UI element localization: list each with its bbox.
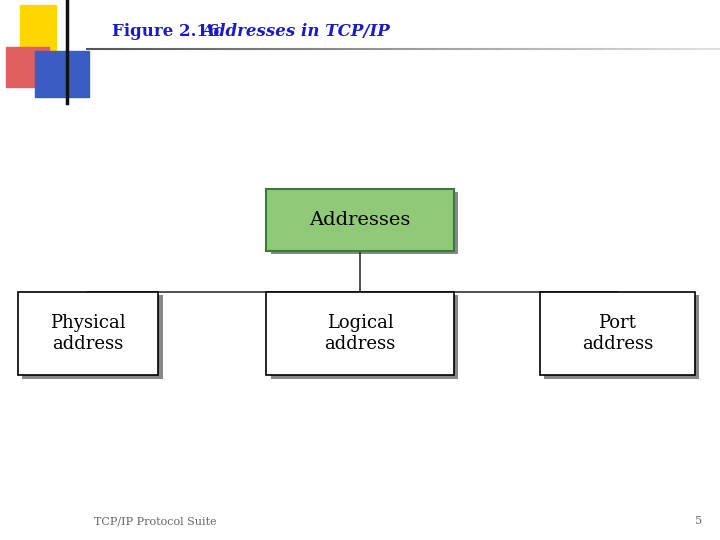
Text: Physical
address: Physical address [50, 314, 126, 353]
FancyBboxPatch shape [544, 295, 699, 379]
Text: Logical
address: Logical address [325, 314, 395, 353]
FancyBboxPatch shape [266, 292, 454, 375]
Bar [20, 5, 56, 69]
Text: TCP/IP Protocol Suite: TCP/IP Protocol Suite [94, 516, 216, 526]
Text: Port
address: Port address [582, 314, 653, 353]
FancyBboxPatch shape [266, 189, 454, 251]
FancyBboxPatch shape [22, 295, 163, 379]
FancyBboxPatch shape [540, 292, 695, 375]
Text: Addresses in TCP/IP: Addresses in TCP/IP [202, 23, 390, 40]
Text: Figure 2.16: Figure 2.16 [112, 23, 219, 40]
FancyBboxPatch shape [271, 192, 458, 254]
Bar [6, 47, 49, 87]
FancyBboxPatch shape [18, 292, 158, 375]
Text: 5: 5 [695, 516, 702, 526]
FancyBboxPatch shape [271, 295, 458, 379]
Bar [35, 51, 89, 97]
Text: Addresses: Addresses [310, 211, 410, 229]
